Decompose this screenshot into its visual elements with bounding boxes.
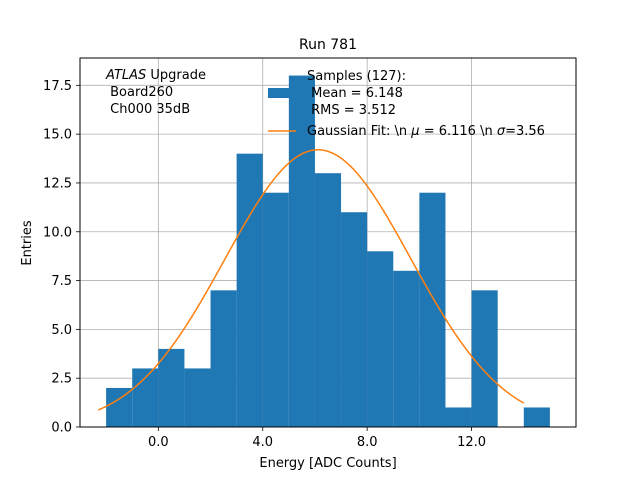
x-tick-label-0: 0.0 xyxy=(148,435,169,450)
histogram-bar-7 xyxy=(288,75,315,428)
histogram-bar-9 xyxy=(341,212,368,427)
x-tick-label-1: 4.0 xyxy=(252,435,273,450)
y-tick-label-4: 10.0 xyxy=(43,225,72,240)
annotation-channel: Ch000 35dB xyxy=(106,102,190,117)
histogram-bar-14 xyxy=(471,290,498,427)
histogram-bars xyxy=(106,75,550,428)
legend: Samples (127): Mean = 6.148 RMS = 3.512 … xyxy=(268,69,545,139)
y-tick-label-5: 12.5 xyxy=(43,176,72,191)
legend-histogram-line-1: Mean = 6.148 xyxy=(307,86,403,101)
svg-text:ATLAS Upgrade: ATLAS Upgrade xyxy=(105,68,206,83)
y-axis-label: Entries xyxy=(20,220,35,266)
legend-fit-text-1: Gaussian Fit: \n xyxy=(307,124,411,139)
histogram-bar-0 xyxy=(106,387,133,427)
y-tick-label-6: 15.0 xyxy=(43,128,72,143)
legend-histogram-line-0: Samples (127): xyxy=(307,69,406,84)
legend-histogram-label: Samples (127): Mean = 6.148 RMS = 3.512 xyxy=(307,69,406,118)
histogram-bar-5 xyxy=(236,153,263,427)
histogram-bar-2 xyxy=(158,348,185,427)
legend-fit-text-2: = 6.116 \n xyxy=(420,124,497,139)
histogram-bar-12 xyxy=(419,192,446,427)
histogram-bar-8 xyxy=(314,173,342,427)
histogram-bar-13 xyxy=(445,407,472,427)
histogram-bar-3 xyxy=(184,368,211,427)
histogram-bar-6 xyxy=(262,192,289,427)
histogram-bar-11 xyxy=(393,270,420,427)
legend-histogram-swatch xyxy=(268,88,296,98)
x-axis-label: Energy [ADC Counts] xyxy=(259,456,396,471)
legend-histogram-line-2: RMS = 3.512 xyxy=(307,103,396,118)
x-tick-label-2: 8.0 xyxy=(357,435,378,450)
legend-fit-label: Gaussian Fit: \n μ = 6.116 \n σ=3.56 xyxy=(307,124,545,139)
annotation-experiment-suffix: Upgrade xyxy=(146,68,206,83)
histogram-bar-4 xyxy=(210,290,237,427)
legend-fit-mu: μ xyxy=(410,124,419,139)
legend-fit-text-3: =3.56 xyxy=(505,124,545,139)
annotation-experiment: ATLAS xyxy=(105,68,146,83)
y-tick-label-2: 5.0 xyxy=(51,323,72,338)
gaussian-fit-curve xyxy=(97,149,525,411)
y-tick-label-7: 17.5 xyxy=(43,79,72,94)
axis-ticks: 0.0 4.0 8.0 12.0 0.0 2.5 5.0 7.5 10.0 12.5 15.0 17.… xyxy=(43,79,486,450)
y-tick-label-0: 0.0 xyxy=(51,421,72,436)
histogram-bar-16 xyxy=(523,407,550,427)
annotation-board: Board260 xyxy=(106,85,173,100)
histogram-bar-10 xyxy=(367,251,394,427)
y-tick-label-3: 7.5 xyxy=(51,274,72,289)
y-tick-label-1: 2.5 xyxy=(51,372,72,387)
axes-frame xyxy=(79,57,577,428)
legend-histogram-text: Samples (127): Mean = 6.148 RMS = 3.512 xyxy=(307,69,406,118)
chart-title: Run 781 xyxy=(299,37,357,53)
x-tick-label-3: 12.0 xyxy=(457,435,486,450)
legend-fit-sigma: σ xyxy=(497,124,506,139)
info-annotation: ATLAS Upgrade Board260 Ch000 35dB xyxy=(105,68,206,117)
